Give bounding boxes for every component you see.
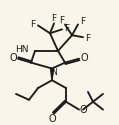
Text: F: F	[64, 24, 70, 33]
Text: F: F	[59, 16, 65, 25]
Text: F: F	[51, 14, 57, 23]
Text: HN: HN	[15, 45, 29, 54]
Text: O: O	[79, 105, 87, 115]
Text: F: F	[30, 20, 36, 29]
Text: F: F	[80, 17, 86, 26]
Text: O: O	[9, 53, 17, 63]
Text: O: O	[48, 114, 56, 124]
Text: O: O	[80, 53, 88, 63]
Polygon shape	[50, 68, 54, 80]
Text: F: F	[85, 34, 91, 43]
Text: N: N	[51, 68, 57, 77]
